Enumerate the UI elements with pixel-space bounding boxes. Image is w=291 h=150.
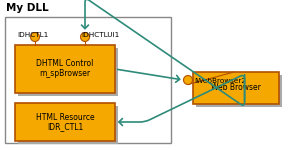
Bar [15, 103, 115, 141]
Circle shape [81, 33, 90, 42]
Text: DHTML Control: DHTML Control [36, 60, 94, 69]
Bar [18, 48, 118, 96]
Bar [193, 72, 279, 104]
Text: IWebBrowser2: IWebBrowser2 [194, 78, 246, 84]
Text: m_spBrowser: m_spBrowser [40, 69, 91, 78]
Bar [18, 106, 118, 144]
Circle shape [31, 33, 40, 42]
Text: IDHCTL1: IDHCTL1 [17, 32, 48, 38]
Bar [5, 17, 171, 143]
Text: IDHCTLUI1: IDHCTLUI1 [81, 32, 119, 38]
Bar [15, 45, 115, 93]
Text: My DLL: My DLL [6, 3, 49, 13]
Text: HTML Resource: HTML Resource [36, 112, 94, 122]
Bar [196, 75, 282, 107]
Text: IDR_CTL1: IDR_CTL1 [47, 123, 83, 132]
Text: Web Browser: Web Browser [211, 84, 261, 93]
Circle shape [184, 75, 193, 84]
